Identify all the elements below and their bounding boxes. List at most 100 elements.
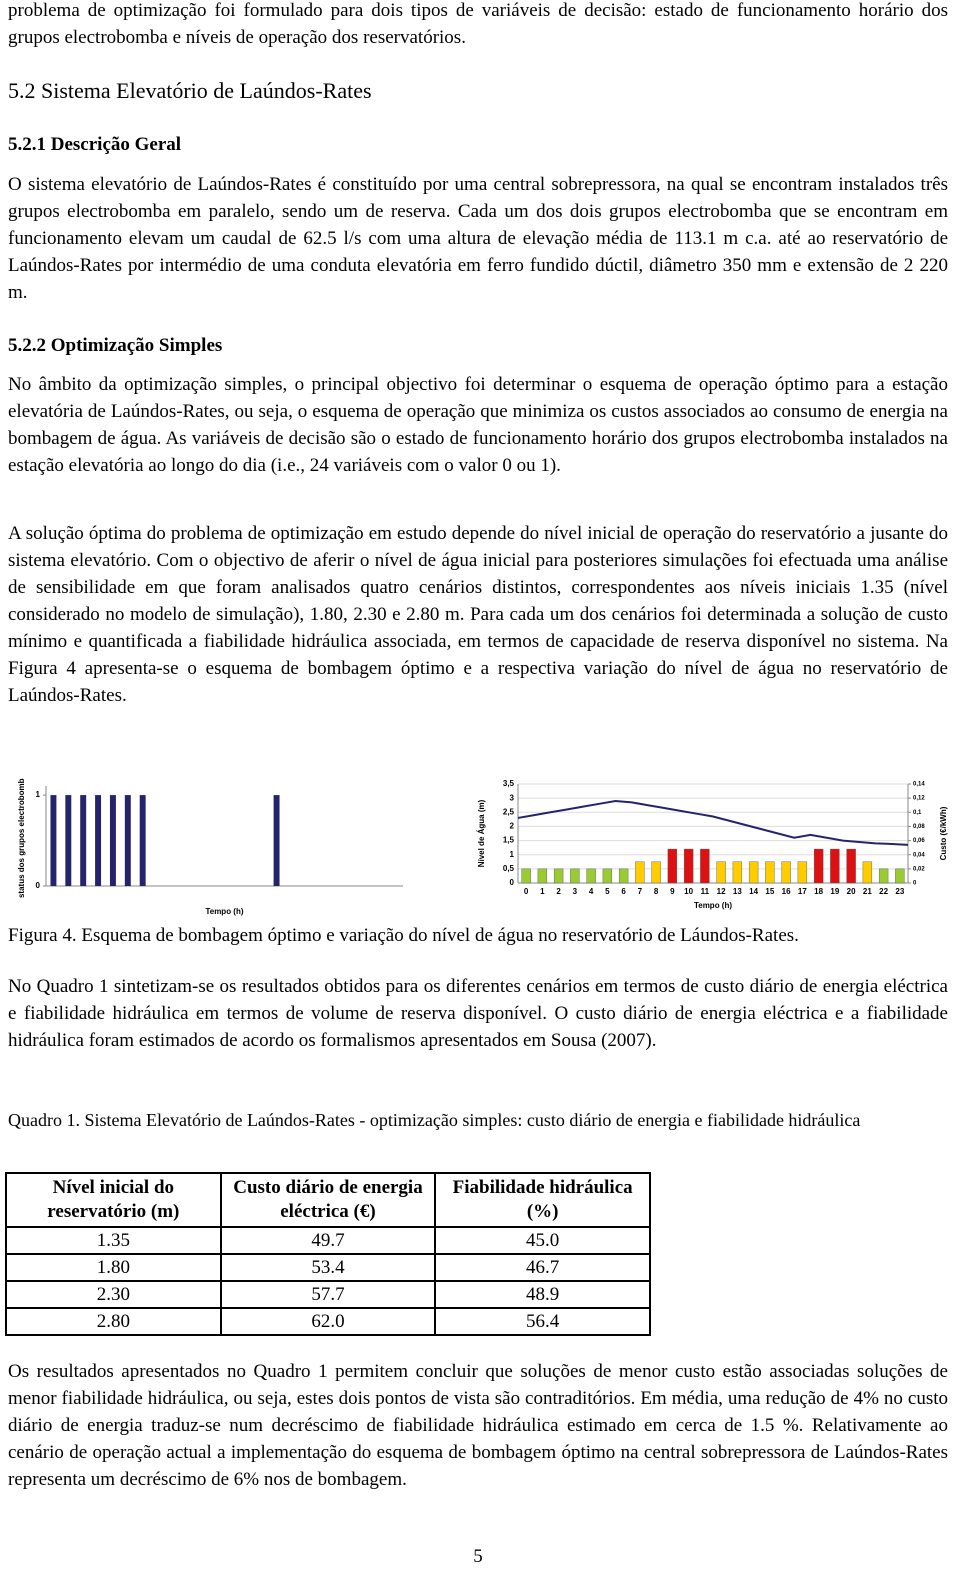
x-tick-label: 13 [733,887,742,896]
header-cell: Nível inicial do reservatório (m) [5,1172,222,1228]
cell: 62.0 [219,1307,437,1336]
y-tick-label: 0 [36,881,41,890]
x-tick-label: 18 [814,887,823,896]
y2-tick-label: 0 [913,881,917,887]
x-tick-label: 12 [717,887,726,896]
x-tick-label: 6 [621,887,626,896]
y2-tick-label: 0,06 [913,838,925,844]
paragraph: No Quadro 1 sintetizam-se os resultados … [8,976,948,1051]
bar [50,795,57,886]
y-tick-label: 1,5 [503,836,515,845]
y2-tick-label: 0,14 [913,782,925,788]
table-row: 2.80 62.0 56.4 [5,1307,651,1336]
x-tick-label: 19 [830,887,839,896]
section-heading: 5.2 Sistema Elevatório de Laúndos-Rates [8,78,372,103]
bar [109,795,116,886]
bar [124,795,131,886]
y-tick-label: 3 [510,793,515,802]
x-tick-label: 2 [556,887,561,896]
cell: 48.9 [434,1280,651,1309]
table-row: 2.30 57.7 48.9 [5,1280,651,1309]
y-tick-label: 2,5 [503,807,515,816]
subsection-heading: 5.2.1 Descrição Geral [8,134,182,155]
bar [781,861,791,884]
table-header: Nível inicial do reservatório (m) Custo … [5,1172,651,1228]
y-axis-label: status dos grupos electrobomba [17,778,26,898]
bar [651,861,661,884]
paragraph: O sistema elevatório de Laúndos-Rates é … [8,174,948,303]
y-tick-label: 0 [510,878,515,887]
bar [683,848,694,884]
paragraph: A solução óptima do problema de optimiza… [8,523,948,706]
bar [700,848,710,884]
bar [635,861,645,884]
cell: 53.4 [219,1253,437,1282]
x-tick-label: 22 [879,887,888,896]
y2-tick-label: 0,1 [913,810,922,816]
x-tick-label: 1 [540,887,545,896]
bar [895,868,905,884]
chart: 0 1 status dos grupos electrobomba Tempo (h… [17,778,403,916]
x-axis-label: Tempo (h) [694,901,732,910]
x-tick-label: 11 [701,887,710,896]
chart: 0 0,5 1 1,5 2 2,5 3 3,5 0 0,02 0,04 0,06 0,08 0,1 0,12… [477,779,948,910]
bar [273,795,280,886]
bar [618,868,629,884]
y2-tick-label: 0,12 [913,796,925,802]
bar [537,868,548,884]
y-tick-label: 2 [510,822,515,831]
level-line [517,799,909,846]
paragraph: problema de optimização foi formulado pa… [8,0,948,48]
y2-tick-label: 0,02 [913,866,925,872]
bar [748,861,759,884]
y-axis-label: Nível de Água (m) [477,799,486,867]
bar [830,848,840,884]
y-tick-label: 3,5 [503,779,515,788]
x-tick-label: 3 [573,887,578,896]
x-axis-label: Tempo (h) [205,907,243,916]
x-tick-label: 16 [782,887,791,896]
figure-caption: Figura 4. Esquema de bombagem óptimo e v… [8,925,799,946]
x-tick-label: 17 [798,887,807,896]
bar [65,795,72,886]
bar [553,868,564,884]
y2-tick-label: 0,08 [913,824,925,830]
x-tick-label: 23 [895,887,904,896]
bar [586,868,596,884]
table-row: 1.80 53.4 46.7 [5,1253,651,1282]
y2-axis-label: Custo (€/kWh) [939,806,948,860]
y2-tick-label: 0,04 [913,852,925,858]
x-tick-label: 0 [524,887,529,896]
x-tick-label: 21 [863,887,872,896]
bar [765,861,775,884]
x-tick-label: 10 [684,887,693,896]
y-tick-label: 0,5 [503,864,515,873]
table-caption: Quadro 1. Sistema Elevatório de Laúndos-… [8,1110,861,1130]
bar [602,868,613,884]
x-tick-label: 8 [654,887,659,896]
cell: 1.80 [5,1253,222,1282]
x-tick-label: 4 [589,887,594,896]
bar [80,795,87,886]
cell: 57.7 [219,1280,437,1309]
x-tick-label: 20 [847,887,856,896]
bar [139,795,146,886]
cell: 1.35 [5,1226,222,1255]
header-cell: Custo diário de energia eléctrica (€) [219,1172,437,1228]
bar [716,861,726,884]
y-tick-label: 1 [36,790,41,799]
subsection-heading: 5.2.2 Optimização Simples [8,335,223,356]
x-tick-label: 15 [765,887,774,896]
table: Nível inicial do reservatório (m) Custo … [5,1172,651,1336]
bar [862,861,873,884]
bar [846,848,856,884]
x-tick-label: 14 [749,887,758,896]
cell: 2.80 [5,1307,222,1336]
x-tick-label: 9 [670,887,675,896]
cell: 45.0 [434,1226,651,1255]
cell: 2.30 [5,1280,222,1309]
page-number: 5 [473,1546,483,1567]
bar [521,868,531,884]
bar [570,868,580,884]
